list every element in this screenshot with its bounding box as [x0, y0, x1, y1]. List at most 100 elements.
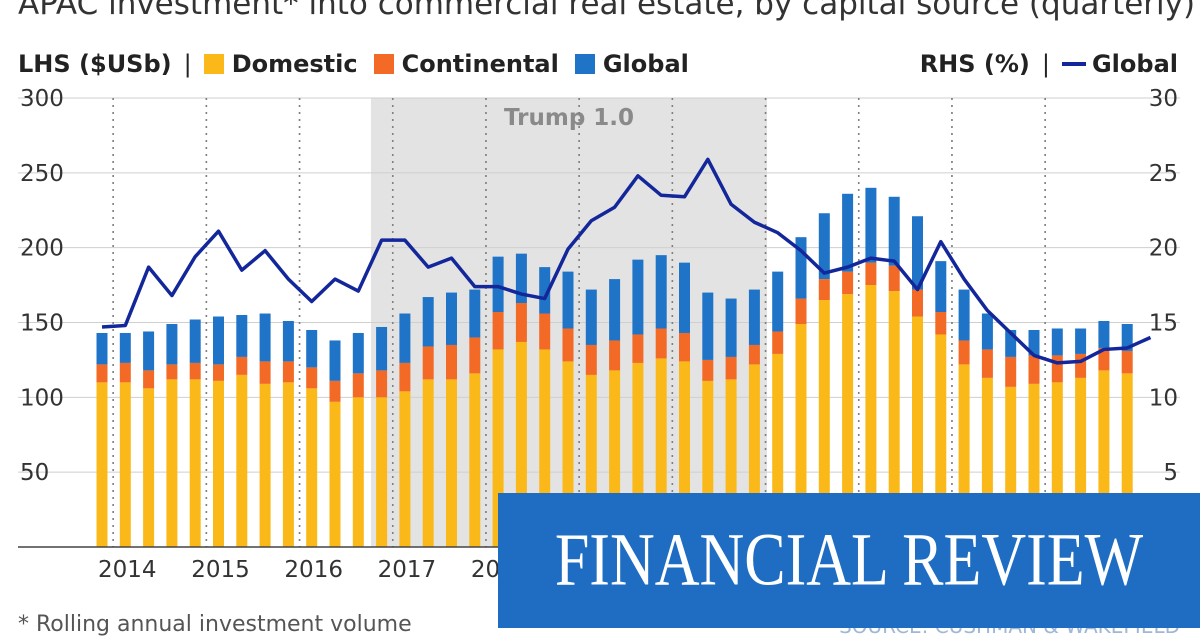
bar-domestic: [515, 341, 527, 547]
bar-continental: [469, 337, 481, 374]
y-right-tick-label: 30: [1149, 86, 1178, 112]
bar-domestic: [935, 334, 947, 547]
chart-title: APAC investment* into commercial real es…: [18, 0, 1196, 22]
bar-domestic: [981, 377, 993, 547]
brand-banner: FINANCIAL REVIEW: [498, 493, 1200, 628]
bar-global: [469, 289, 481, 338]
bar-domestic: [306, 388, 318, 547]
bar-global: [399, 313, 411, 363]
bar-continental: [306, 367, 318, 389]
legend-label-domestic: Domestic: [231, 50, 358, 78]
bar-continental: [1051, 355, 1063, 383]
legend-separator-right: |: [1041, 50, 1050, 78]
bar-global: [96, 332, 108, 365]
bar-domestic: [1098, 370, 1110, 547]
bar-domestic: [865, 285, 877, 547]
bar-global: [1075, 328, 1087, 354]
bar-continental: [585, 344, 597, 375]
bar-global: [772, 271, 784, 332]
bar-continental: [818, 279, 830, 301]
bar-global: [189, 319, 201, 363]
shaded-region-label: Trump 1.0: [504, 105, 634, 131]
bar-domestic: [912, 316, 923, 547]
bar-continental: [422, 346, 434, 380]
bar-global: [888, 196, 900, 266]
legend-label-global: Global: [602, 50, 689, 78]
bar-domestic: [352, 397, 364, 547]
bar-domestic: [469, 373, 481, 547]
bar-global: [655, 255, 667, 329]
y-right-tick-label: 25: [1149, 161, 1178, 187]
bar-continental: [1121, 350, 1133, 374]
bar-global: [609, 279, 621, 341]
bar-global: [1051, 328, 1063, 356]
bar-continental: [912, 289, 923, 317]
bar-global: [329, 340, 341, 381]
bar-continental: [352, 373, 364, 398]
bar-global: [1121, 323, 1133, 351]
bar-global: [446, 292, 457, 345]
bar-continental: [166, 364, 178, 380]
bar-domestic: [329, 401, 341, 547]
bar-global: [842, 193, 854, 272]
bar-domestic: [1051, 382, 1063, 547]
bar-domestic: [166, 379, 178, 547]
bar-domestic: [119, 382, 131, 547]
bar-continental: [236, 356, 248, 375]
bar-domestic: [213, 380, 224, 547]
bar-domestic: [446, 379, 457, 547]
bar-domestic: [189, 379, 201, 547]
bar-global: [352, 332, 364, 374]
legend-item-continental: Continental: [373, 50, 559, 78]
bar-global: [725, 298, 737, 357]
bar-domestic: [888, 291, 900, 547]
bar-global: [119, 332, 131, 363]
legend-line-swatch: [1061, 62, 1086, 66]
bar-continental: [329, 380, 341, 402]
bar-continental: [935, 312, 947, 335]
bar-continental: [748, 344, 760, 365]
bar-domestic: [772, 353, 784, 547]
y-right-tick-label: 20: [1149, 236, 1178, 262]
y-left-tick-label: 100: [20, 385, 64, 411]
bar-continental: [981, 349, 993, 378]
bar-global: [376, 326, 388, 371]
bar-global: [935, 261, 947, 313]
bar-global: [259, 313, 271, 362]
bar-global: [492, 256, 504, 313]
bar-continental: [539, 313, 551, 350]
y-right-tick-label: 15: [1149, 311, 1178, 337]
bar-continental: [1098, 347, 1110, 371]
bar-domestic: [1121, 373, 1133, 547]
bar-domestic: [376, 397, 388, 547]
bar-global: [562, 271, 574, 329]
bar-domestic: [539, 349, 551, 547]
x-tick-label: 2017: [378, 557, 437, 583]
bar-continental: [632, 334, 644, 363]
bar-continental: [958, 340, 970, 365]
bar-domestic: [702, 380, 714, 547]
bar-continental: [1075, 353, 1087, 378]
bar-domestic: [609, 370, 621, 547]
legend-item-domestic: Domestic: [203, 50, 358, 78]
bar-continental: [259, 361, 271, 384]
bar-continental: [399, 362, 411, 392]
bar-domestic: [842, 294, 854, 547]
footnote: * Rolling annual investment volume: [18, 612, 412, 637]
bar-continental: [702, 359, 714, 381]
bar-global: [515, 253, 527, 304]
bar-global: [585, 289, 597, 345]
y-left-tick-label: 300: [20, 86, 64, 112]
y-left-tick-label: 150: [20, 311, 64, 337]
bar-continental: [842, 271, 854, 295]
bar-continental: [143, 370, 155, 389]
bar-domestic: [958, 364, 970, 547]
bar-domestic: [818, 300, 830, 547]
legend-label-global-line: Global: [1091, 50, 1178, 78]
bar-domestic: [399, 391, 411, 547]
legend-left: LHS ($USb) | Domestic Continental Global: [18, 50, 705, 78]
bar-domestic: [492, 349, 504, 547]
x-tick-label: 2014: [98, 557, 157, 583]
legend-separator: |: [183, 50, 192, 78]
bar-continental: [1028, 355, 1040, 384]
